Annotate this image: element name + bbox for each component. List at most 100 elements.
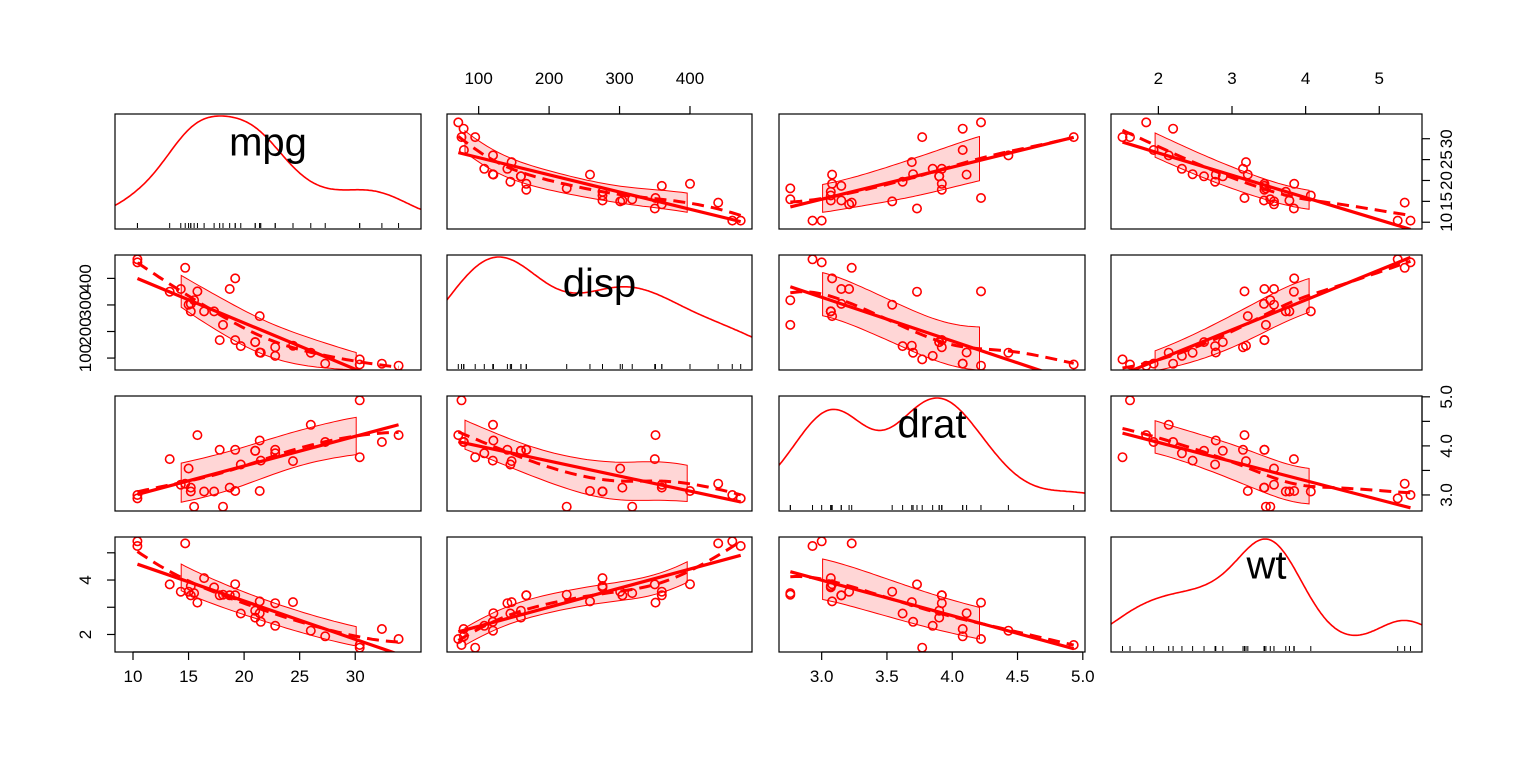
- data-point: [785, 194, 796, 205]
- data-point: [917, 132, 928, 143]
- tick-label-wt: 3: [1227, 69, 1236, 88]
- data-point: [1163, 419, 1174, 430]
- data-point: [505, 459, 516, 470]
- data-point: [887, 299, 898, 310]
- data-point: [627, 588, 638, 599]
- data-point: [615, 586, 626, 597]
- panel-border: [1110, 113, 1423, 230]
- tick-label-mpg: 10: [1437, 213, 1456, 232]
- data-point: [1187, 455, 1198, 466]
- data-point: [132, 540, 143, 551]
- data-point: [1210, 341, 1221, 352]
- tick-label-disp: 100: [76, 344, 95, 372]
- data-point: [908, 347, 919, 358]
- linear-fit-line: [457, 553, 742, 634]
- data-point: [1210, 435, 1221, 446]
- linear-fit-line: [1122, 431, 1411, 510]
- data-point: [1141, 430, 1152, 441]
- data-point: [1284, 195, 1295, 206]
- data-point: [505, 176, 516, 187]
- data-point: [1003, 625, 1014, 636]
- data-point: [656, 586, 667, 597]
- data-point: [199, 306, 210, 317]
- data-point: [684, 579, 695, 590]
- data-point: [185, 486, 196, 497]
- tick-label-drat: 4.0: [940, 667, 964, 686]
- data-point: [727, 537, 738, 547]
- data-point: [1238, 444, 1249, 455]
- panel-wt-mpg: [132, 537, 404, 652]
- data-point: [816, 537, 827, 547]
- panel-disp-disp: [447, 256, 752, 369]
- variable-label-drat: drat: [898, 403, 967, 447]
- data-point: [183, 463, 194, 474]
- data-point: [214, 444, 225, 455]
- panel-wt-wt: [1111, 538, 1422, 651]
- data-point: [1163, 347, 1174, 358]
- data-point: [1199, 171, 1210, 182]
- data-point: [936, 163, 947, 174]
- data-point: [1305, 306, 1316, 317]
- data-point: [911, 579, 922, 590]
- linear-fit-line: [789, 570, 1075, 651]
- data-point: [1399, 262, 1410, 273]
- data-point: [807, 540, 818, 551]
- data-point: [470, 132, 481, 143]
- data-point: [936, 184, 947, 195]
- data-point: [1125, 359, 1136, 370]
- data-point: [908, 169, 919, 180]
- data-point: [192, 430, 203, 441]
- data-point: [189, 501, 200, 511]
- data-point: [175, 479, 186, 490]
- data-point: [961, 169, 972, 180]
- data-point: [1148, 145, 1159, 156]
- data-point: [816, 257, 827, 268]
- data-point: [917, 642, 928, 652]
- data-point: [521, 590, 532, 601]
- data-point: [1199, 445, 1210, 456]
- data-point: [1125, 132, 1136, 143]
- data-point: [957, 123, 968, 134]
- data-point: [836, 195, 847, 206]
- variable-label-mpg: mpg: [229, 121, 307, 165]
- panel-border: [446, 395, 753, 512]
- data-point: [487, 419, 498, 430]
- data-point: [597, 486, 608, 497]
- data-point: [785, 183, 796, 194]
- data-point: [650, 193, 661, 204]
- data-point: [515, 612, 526, 623]
- tick-label-disp: 400: [676, 69, 704, 88]
- data-point: [649, 203, 660, 214]
- tick-label-mpg: 25: [290, 667, 309, 686]
- tick-label-drat: 5.0: [1437, 385, 1456, 409]
- data-point: [561, 501, 572, 511]
- data-point: [1141, 117, 1152, 128]
- data-point: [1068, 132, 1079, 143]
- panel-disp-mpg: [132, 255, 404, 370]
- data-point: [1260, 183, 1271, 194]
- data-point: [561, 183, 572, 194]
- data-point: [1003, 347, 1014, 358]
- data-point: [1284, 306, 1295, 317]
- data-point: [1238, 163, 1249, 174]
- data-point: [1163, 150, 1174, 161]
- data-point: [1259, 195, 1270, 206]
- data-point: [957, 631, 968, 642]
- data-point: [1199, 337, 1210, 348]
- spread-band: [822, 135, 980, 213]
- data-point: [1148, 358, 1159, 369]
- density-curve: [447, 256, 752, 338]
- data-point: [1305, 486, 1316, 497]
- tick-label-mpg: 15: [179, 667, 198, 686]
- tick-label-mpg: 15: [1437, 192, 1456, 211]
- data-point: [1259, 444, 1270, 455]
- data-point: [488, 435, 499, 446]
- data-point: [1392, 215, 1403, 226]
- tick-label-mpg: 20: [1437, 171, 1456, 190]
- data-point: [656, 180, 667, 191]
- data-point: [393, 633, 404, 644]
- data-point: [735, 540, 746, 551]
- data-point: [488, 169, 499, 180]
- data-point: [713, 478, 724, 489]
